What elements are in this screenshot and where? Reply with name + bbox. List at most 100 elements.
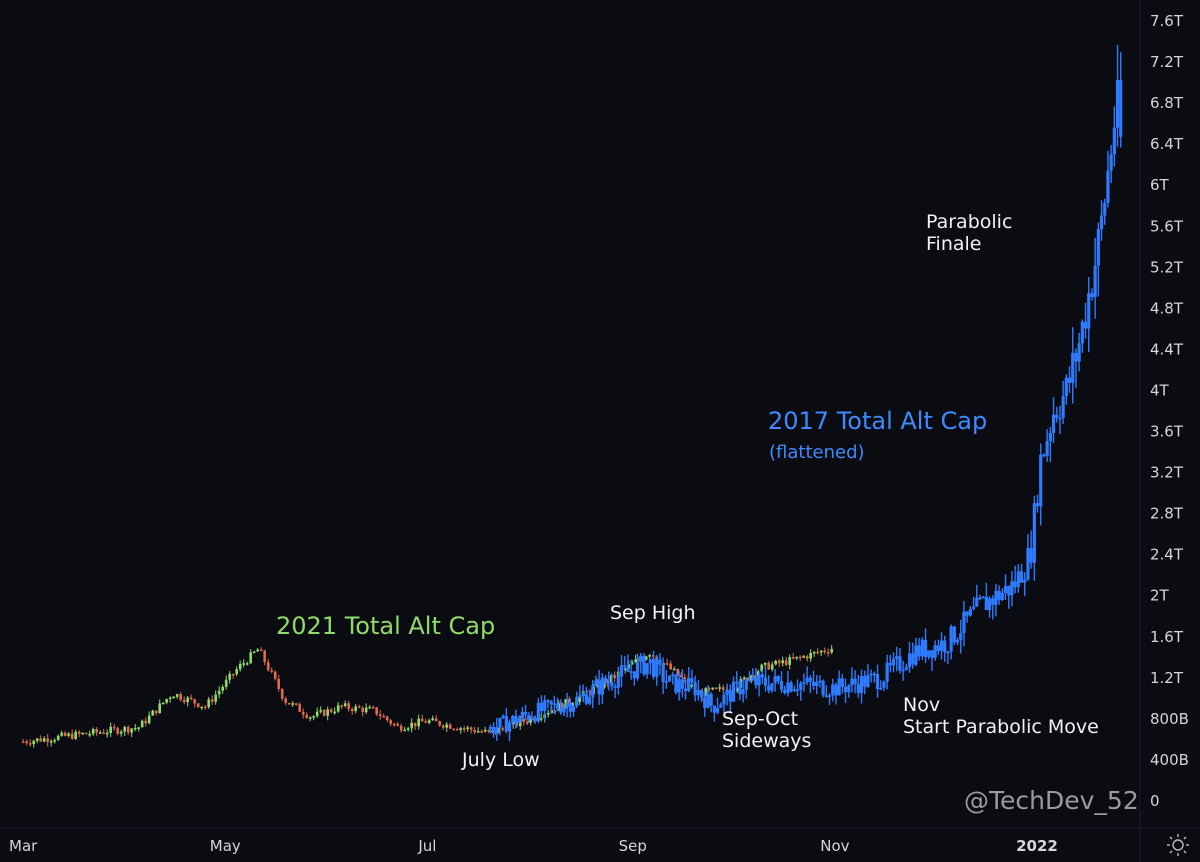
candle-body [767,685,771,691]
candle-body [459,728,462,730]
candle-body [1016,571,1020,588]
y-tick-label: 3.2T [1150,464,1184,482]
candle-body [119,731,123,734]
annotation-nov-start-parabolic: Nov Start Parabolic Move [903,694,1099,739]
candle-body [1023,579,1027,583]
candle-body [923,639,928,657]
candle-body [721,687,725,690]
candle-body [168,697,172,700]
candle-body [991,598,995,605]
candle-body [856,684,860,694]
candle-body [559,708,563,713]
candle-body [756,671,760,677]
candle-body [312,716,315,718]
candle-body [1112,127,1116,155]
annotation-2017-total-alt-cap: 2017 Total Alt Cap [768,407,988,435]
candle-body [1064,377,1068,397]
candle-body [476,731,480,733]
candle-body [1058,417,1062,420]
candle-body [1003,585,1008,593]
candle-body [831,684,835,696]
candle-body [959,633,963,640]
candle-body [591,685,595,698]
candle-body [123,726,126,732]
candle-body [997,590,1001,600]
candle-body [603,677,608,684]
candle-body [746,677,749,681]
candle-body [751,677,755,680]
candle-body [933,645,937,658]
candle-body [517,718,521,724]
candle-body [520,711,524,719]
candle-body [549,700,553,705]
candle-body [406,728,410,730]
candle-body [1035,503,1040,507]
candle-body [693,682,697,696]
candle-body [885,662,889,682]
candle-body [709,693,713,706]
candle-body [952,626,956,643]
candle-body [632,671,636,679]
candle-body [420,718,424,722]
candle-body [193,699,196,704]
candle-body [809,652,812,659]
candle-body [753,675,756,678]
candle-body [140,720,144,728]
candle-body [731,681,736,702]
candle-body [102,732,105,734]
x-tick-label: Mar [9,837,38,855]
candle-body [473,729,476,733]
candle-body [704,688,707,697]
candle-body [39,738,42,742]
candle-body [308,717,312,719]
candle-body [635,661,640,679]
candle-body [661,664,665,682]
candle-body [91,729,95,734]
candle-body [56,735,60,741]
candle-body [795,689,800,691]
candle-body [270,670,273,672]
candle-body [284,698,287,703]
candle-body [354,706,357,712]
candle-body [818,680,822,683]
candle-body [389,720,392,724]
y-tick-label: 4.4T [1150,340,1184,358]
candle-body [742,677,746,680]
candle-body [687,678,691,692]
candle-body [1026,548,1030,580]
candle-body [511,715,515,723]
candle-body [901,669,905,672]
candle-body [728,689,732,702]
candle-body [266,662,270,671]
annotation-sep-oct-sideways: Sep-Oct Sideways [722,708,812,753]
settings-sun-icon[interactable] [1163,832,1193,858]
candle-body [361,707,364,713]
candle-body [939,640,944,651]
candle-body [445,724,448,728]
candle-body [462,728,466,730]
candle-body [779,681,784,690]
candle-body [147,715,151,724]
candle-body [32,740,35,745]
x-tick-label: Nov [820,837,849,855]
candle-body [763,677,768,686]
candle-body [718,687,721,689]
candle-body [49,741,53,743]
y-tick-label: 2.4T [1150,546,1184,564]
x-axis-labels: Mar May Jul Sep Nov 2022 [9,837,1058,855]
candle-body [581,693,585,696]
candle-body [891,658,896,666]
candle-body [965,611,969,616]
candle-body [606,680,609,684]
candle-body [978,597,982,600]
candle-body [67,733,70,736]
candle-body [53,740,56,742]
candle-body [533,717,537,722]
candle-body [907,653,912,668]
y-tick-label: 400B [1150,751,1189,769]
candle-body [719,704,723,708]
candle-body [378,714,382,717]
candle-body [578,696,581,702]
candle-body [501,728,504,730]
